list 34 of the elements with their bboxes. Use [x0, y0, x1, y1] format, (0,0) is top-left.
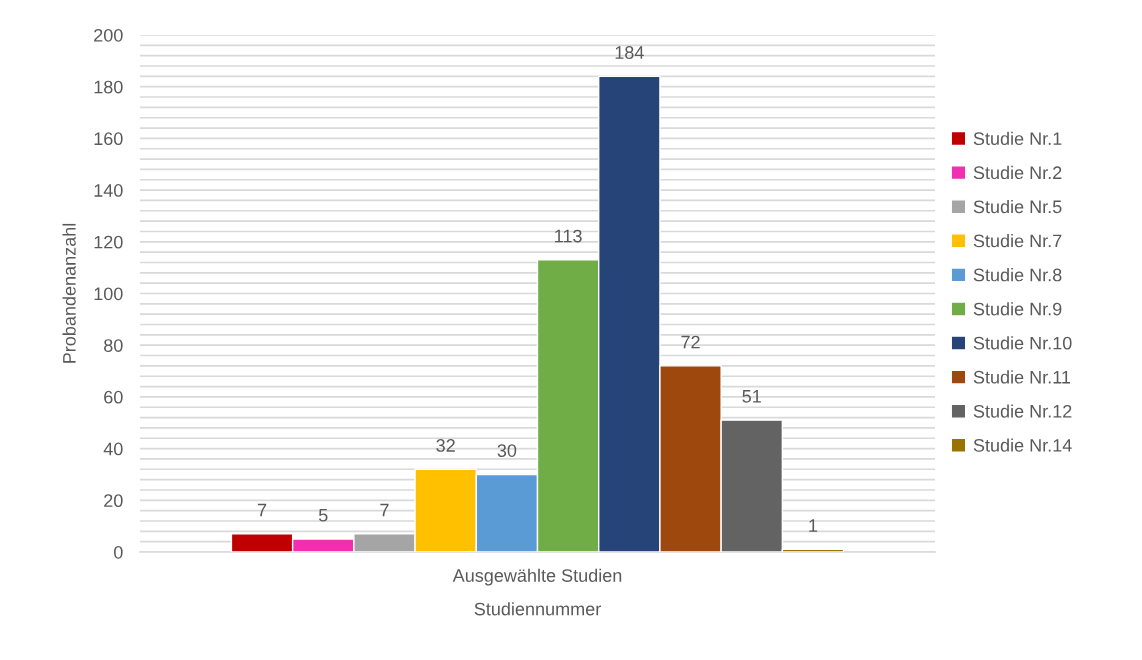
data-label: 30	[497, 444, 517, 457]
data-label: 7	[257, 503, 267, 517]
data-label: 184	[615, 46, 644, 59]
data-label: 7	[380, 503, 389, 517]
data-label: 32	[436, 439, 455, 452]
legend-label: Studie Nr.1	[973, 131, 1062, 146]
y-tick-label: 80	[104, 339, 123, 352]
legend-label: Studie Nr.5	[973, 199, 1062, 214]
y-tick-label: 200	[94, 28, 123, 42]
y-tick-label: 20	[104, 494, 123, 508]
legend-label: Studie Nr.12	[973, 404, 1072, 418]
data-label: 72	[681, 335, 700, 349]
x-axis-title: Studiennummer	[474, 602, 601, 616]
legend-label: Studie Nr.7	[973, 234, 1062, 248]
legend-label: Studie Nr.14	[973, 438, 1072, 452]
y-tick-label: 40	[103, 442, 123, 456]
data-label: 5	[318, 509, 328, 522]
y-tick-label: 160	[94, 132, 123, 146]
y-tick-label: 100	[94, 287, 123, 301]
legend-label: Studie Nr.2	[973, 165, 1062, 180]
legend-label: Studie Nr.10	[973, 336, 1072, 350]
y-tick-label: 60	[104, 390, 123, 404]
y-tick-label: 0	[114, 545, 123, 559]
y-tick-label: 140	[94, 184, 123, 197]
legend-label: Studie Nr.11	[973, 370, 1071, 384]
y-axis-title: Probandenanzahl	[62, 223, 76, 363]
x-tick-label: Ausgewählte Studien	[452, 568, 622, 586]
y-tick-label: 120	[94, 235, 123, 249]
legend-label: Studie Nr.9	[973, 302, 1062, 316]
data-label: 1	[809, 519, 818, 532]
legend-label: Studie Nr.8	[973, 268, 1062, 282]
data-label: 51	[742, 390, 761, 403]
y-tick-label: 180	[94, 80, 123, 94]
data-label: 113	[555, 229, 582, 243]
